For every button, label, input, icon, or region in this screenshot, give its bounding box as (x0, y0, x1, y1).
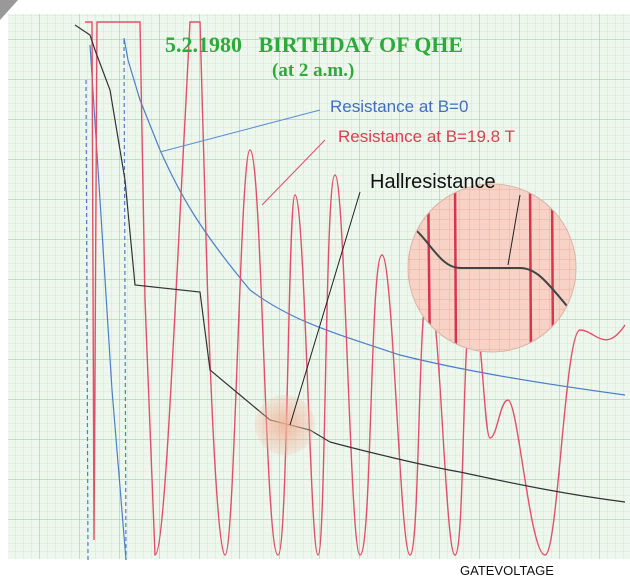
highlight (255, 395, 315, 455)
page: 5.2.1980 BIRTHDAY OF QHE (at 2 a.m.) Res… (0, 0, 630, 584)
label-b0: Resistance at B=0 (330, 97, 468, 116)
figure: 5.2.1980 BIRTHDAY OF QHE (at 2 a.m.) Res… (0, 0, 630, 579)
label-hall: Hallresistance (370, 171, 496, 193)
subtitle: (at 2 a.m.) (272, 60, 354, 81)
title: 5.2.1980 BIRTHDAY OF QHE (165, 32, 463, 57)
label-b19: Resistance at B=19.8 T (338, 127, 515, 146)
x-axis-label: GATEVOLTAGE (460, 563, 554, 578)
